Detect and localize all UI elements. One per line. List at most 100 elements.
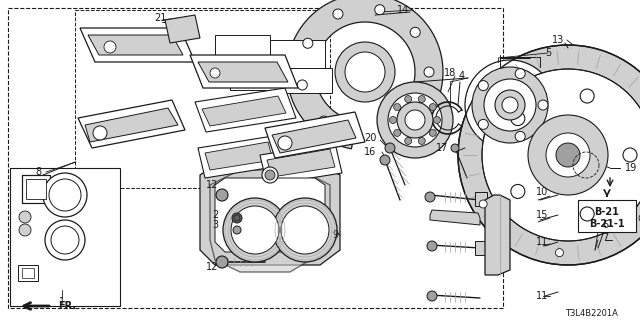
Circle shape bbox=[404, 137, 412, 144]
Polygon shape bbox=[198, 62, 288, 82]
Circle shape bbox=[429, 129, 436, 136]
Circle shape bbox=[333, 9, 343, 19]
Circle shape bbox=[51, 226, 79, 254]
Circle shape bbox=[380, 155, 390, 165]
Circle shape bbox=[511, 184, 525, 198]
Polygon shape bbox=[190, 55, 298, 88]
Circle shape bbox=[623, 148, 637, 162]
Text: 7: 7 bbox=[602, 233, 608, 243]
Polygon shape bbox=[485, 195, 510, 275]
Circle shape bbox=[262, 167, 278, 183]
Circle shape bbox=[495, 90, 525, 120]
Circle shape bbox=[472, 67, 548, 143]
Circle shape bbox=[345, 52, 385, 92]
Circle shape bbox=[104, 41, 116, 53]
Circle shape bbox=[390, 116, 397, 124]
Circle shape bbox=[482, 69, 640, 241]
Bar bbox=[22, 175, 50, 203]
Circle shape bbox=[335, 42, 395, 102]
Text: 11: 11 bbox=[536, 237, 548, 247]
Text: 13: 13 bbox=[552, 35, 564, 45]
Circle shape bbox=[580, 89, 594, 103]
Circle shape bbox=[273, 198, 337, 262]
Circle shape bbox=[319, 116, 329, 126]
Bar bbox=[8, 8, 503, 308]
Text: 15: 15 bbox=[536, 210, 548, 220]
Circle shape bbox=[216, 189, 228, 201]
Polygon shape bbox=[210, 170, 330, 272]
Circle shape bbox=[397, 102, 433, 138]
Circle shape bbox=[433, 116, 440, 124]
Text: 14: 14 bbox=[397, 5, 409, 15]
Circle shape bbox=[234, 215, 240, 221]
Circle shape bbox=[298, 80, 307, 90]
Polygon shape bbox=[198, 136, 280, 178]
Circle shape bbox=[377, 82, 453, 158]
Circle shape bbox=[19, 224, 31, 236]
Circle shape bbox=[478, 119, 488, 129]
Circle shape bbox=[43, 173, 87, 217]
Circle shape bbox=[394, 129, 401, 136]
Circle shape bbox=[639, 214, 640, 222]
Text: 12: 12 bbox=[205, 180, 218, 190]
Circle shape bbox=[419, 96, 426, 103]
Circle shape bbox=[93, 126, 107, 140]
Text: 19: 19 bbox=[625, 163, 637, 173]
Circle shape bbox=[502, 97, 518, 113]
Polygon shape bbox=[88, 35, 183, 55]
Text: 17: 17 bbox=[436, 143, 448, 153]
Circle shape bbox=[303, 38, 313, 48]
Circle shape bbox=[528, 115, 608, 195]
Polygon shape bbox=[165, 15, 200, 43]
Text: FR.: FR. bbox=[58, 301, 76, 311]
Text: 9: 9 bbox=[332, 230, 338, 240]
Circle shape bbox=[375, 5, 385, 15]
Text: 2: 2 bbox=[212, 210, 218, 220]
Polygon shape bbox=[272, 120, 356, 153]
Circle shape bbox=[451, 144, 459, 152]
Circle shape bbox=[515, 132, 525, 141]
Bar bbox=[18, 265, 38, 281]
Polygon shape bbox=[267, 149, 335, 177]
Text: 12: 12 bbox=[205, 262, 218, 272]
Circle shape bbox=[511, 112, 525, 125]
Text: 16: 16 bbox=[364, 147, 376, 157]
Polygon shape bbox=[202, 96, 286, 126]
Circle shape bbox=[484, 79, 536, 131]
Bar bbox=[475, 241, 487, 255]
Polygon shape bbox=[287, 0, 443, 149]
Circle shape bbox=[429, 104, 436, 111]
Circle shape bbox=[49, 179, 81, 211]
Text: 3: 3 bbox=[212, 220, 218, 230]
Circle shape bbox=[232, 213, 242, 223]
Circle shape bbox=[479, 200, 487, 208]
Bar bbox=[75, 10, 330, 188]
Bar bbox=[22, 268, 34, 278]
Circle shape bbox=[556, 249, 563, 257]
Polygon shape bbox=[205, 142, 273, 170]
Circle shape bbox=[515, 68, 525, 79]
Polygon shape bbox=[85, 108, 178, 142]
Text: T3L4B2201A: T3L4B2201A bbox=[565, 309, 618, 318]
Text: 5: 5 bbox=[545, 48, 551, 58]
Polygon shape bbox=[200, 165, 340, 265]
Circle shape bbox=[427, 241, 437, 251]
Text: 6: 6 bbox=[602, 220, 608, 230]
Circle shape bbox=[425, 192, 435, 202]
Text: 18: 18 bbox=[444, 68, 456, 78]
Polygon shape bbox=[195, 88, 296, 132]
Circle shape bbox=[546, 133, 590, 177]
Circle shape bbox=[223, 198, 287, 262]
Polygon shape bbox=[265, 112, 365, 158]
Bar bbox=[270, 40, 325, 68]
Circle shape bbox=[538, 100, 548, 110]
Circle shape bbox=[419, 137, 426, 144]
Circle shape bbox=[19, 211, 31, 223]
Circle shape bbox=[216, 256, 228, 268]
Polygon shape bbox=[430, 210, 480, 225]
Circle shape bbox=[45, 220, 85, 260]
Circle shape bbox=[394, 104, 401, 111]
Circle shape bbox=[210, 68, 220, 78]
Circle shape bbox=[478, 81, 488, 91]
Circle shape bbox=[281, 206, 329, 254]
